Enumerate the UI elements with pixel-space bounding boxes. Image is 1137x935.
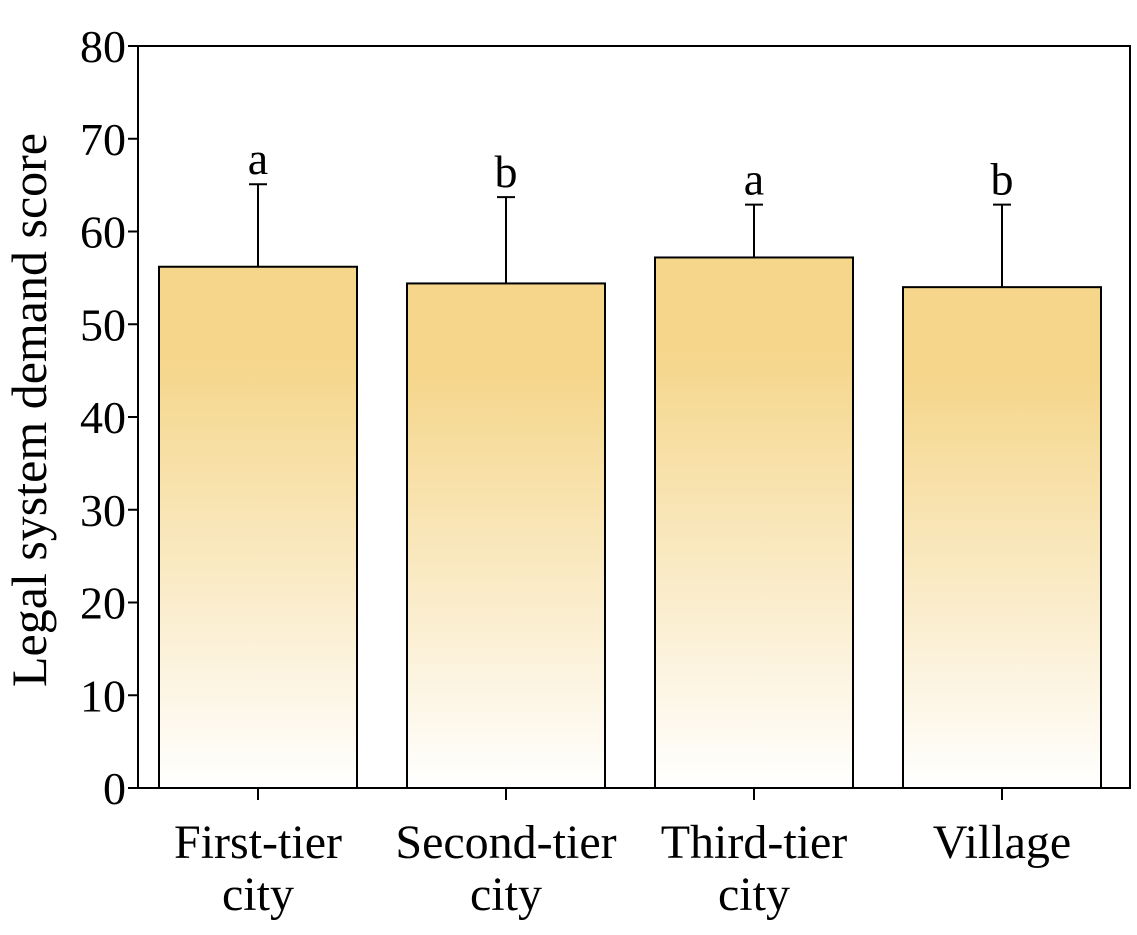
- bar: [902, 286, 1102, 789]
- x-tick-label-line: First-tier: [174, 816, 342, 869]
- x-tick-label: Third-tier city: [661, 816, 848, 921]
- y-axis-title: Legal system demand score: [1, 133, 57, 687]
- y-tick-label: 50: [80, 299, 126, 350]
- y-tick-label: 40: [80, 392, 126, 443]
- bar: [654, 256, 854, 790]
- significance-label: b: [495, 146, 518, 197]
- significance-label: a: [744, 154, 764, 205]
- x-tick-label-line: Third-tier: [661, 816, 848, 869]
- significance-label: a: [248, 133, 268, 184]
- x-tick-label-line: city: [718, 868, 790, 921]
- y-tick-label: 20: [80, 578, 126, 629]
- x-tick-label-line: Village: [933, 816, 1071, 869]
- y-tick-label: 0: [103, 763, 126, 814]
- x-tick-label: Village: [933, 816, 1071, 869]
- y-tick-label: 30: [80, 485, 126, 536]
- significance-label: b: [991, 154, 1014, 205]
- y-axis-title-group: Legal system demand score: [1, 133, 57, 687]
- bars-group: [158, 256, 1102, 790]
- y-tick-label: 60: [80, 207, 126, 258]
- x-tick-label: Second-tier city: [395, 816, 616, 921]
- x-tick-label-line: Second-tier: [395, 816, 616, 869]
- y-tick-label: 80: [80, 21, 126, 72]
- bar: [158, 265, 358, 789]
- x-tick-label-line: city: [222, 868, 294, 921]
- bar: [406, 282, 606, 789]
- x-tick-label: First-tier city: [174, 816, 342, 921]
- x-tick-label-line: city: [470, 868, 542, 921]
- y-tick-label: 70: [80, 114, 126, 165]
- error-bars-group: [249, 183, 1011, 288]
- y-axis-ticks-group: 0 10 20 30 40 50 60 70 80: [80, 21, 138, 814]
- y-tick-label: 10: [80, 670, 126, 721]
